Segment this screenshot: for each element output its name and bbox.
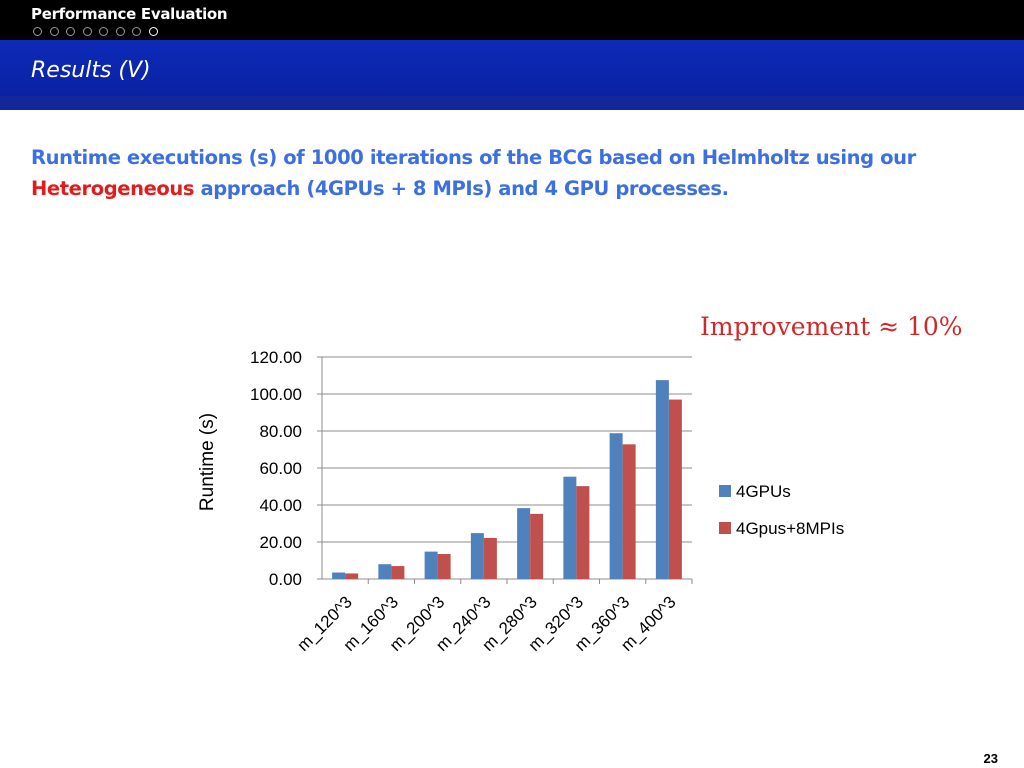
nav-dot[interactable] [49, 27, 59, 36]
bar-4gpus-8mpis [437, 554, 451, 579]
y-tick-label: 60.00 [259, 459, 302, 478]
description-text: Runtime executions (s) of 1000 iteration… [31, 142, 991, 204]
description-part-2: approach (4GPUs + 8 MPIs) and 4 GPU proc… [194, 177, 729, 200]
bar-4gpus-8mpis [345, 573, 359, 579]
nav-dot[interactable] [66, 27, 75, 36]
y-tick-label: 100.00 [250, 385, 302, 404]
nav-dot-active[interactable] [148, 27, 158, 36]
bar-4gpus [517, 508, 531, 579]
bar-4gpus [424, 551, 438, 579]
nav-dot[interactable] [132, 27, 141, 36]
bar-4gpus [470, 533, 484, 579]
slide-title: Results (V) [31, 58, 151, 83]
legend-label-4gpus: 4GPUs [736, 482, 791, 501]
y-tick-label: 40.00 [259, 496, 302, 515]
section-title: Performance Evaluation [31, 5, 228, 23]
bar-4gpus [378, 564, 392, 579]
nav-dot[interactable] [82, 27, 92, 36]
bar-4gpus [332, 572, 346, 579]
improvement-note: Improvement ≈ 10% [700, 312, 963, 341]
description-highlight: Heterogeneous [31, 177, 195, 200]
legend-label-4gpus-8mpis: 4Gpus+8MPIs [736, 519, 844, 538]
nav-dot[interactable] [33, 27, 42, 36]
bar-4gpus [655, 380, 669, 579]
bar-4gpus-8mpis [483, 537, 497, 579]
bar-4gpus-8mpis [668, 399, 682, 579]
y-tick-label: 20.00 [259, 533, 302, 552]
bar-4gpus [609, 433, 623, 579]
bar-4gpus-8mpis [622, 444, 636, 579]
bar-4gpus-8mpis [576, 486, 590, 579]
bar-4gpus-8mpis [391, 566, 405, 579]
page-number: 23 [983, 751, 998, 766]
legend-swatch-4gpus [719, 485, 731, 497]
title-band-strip [0, 96, 1024, 110]
bar-4gpus [563, 476, 577, 579]
y-tick-label: 0.00 [269, 570, 302, 589]
header-bar: Performance Evaluation [0, 0, 1024, 40]
nav-dot[interactable] [99, 27, 108, 36]
y-tick-label: 120.00 [250, 348, 302, 367]
description-part-1: Runtime executions (s) of 1000 iteration… [31, 146, 916, 169]
y-tick-label: 80.00 [259, 422, 302, 441]
bar-4gpus-8mpis [530, 513, 544, 579]
nav-dot[interactable] [115, 27, 125, 36]
legend-swatch-4gpus-8mpis [719, 522, 731, 534]
y-axis-title: Runtime (s) [197, 413, 218, 511]
